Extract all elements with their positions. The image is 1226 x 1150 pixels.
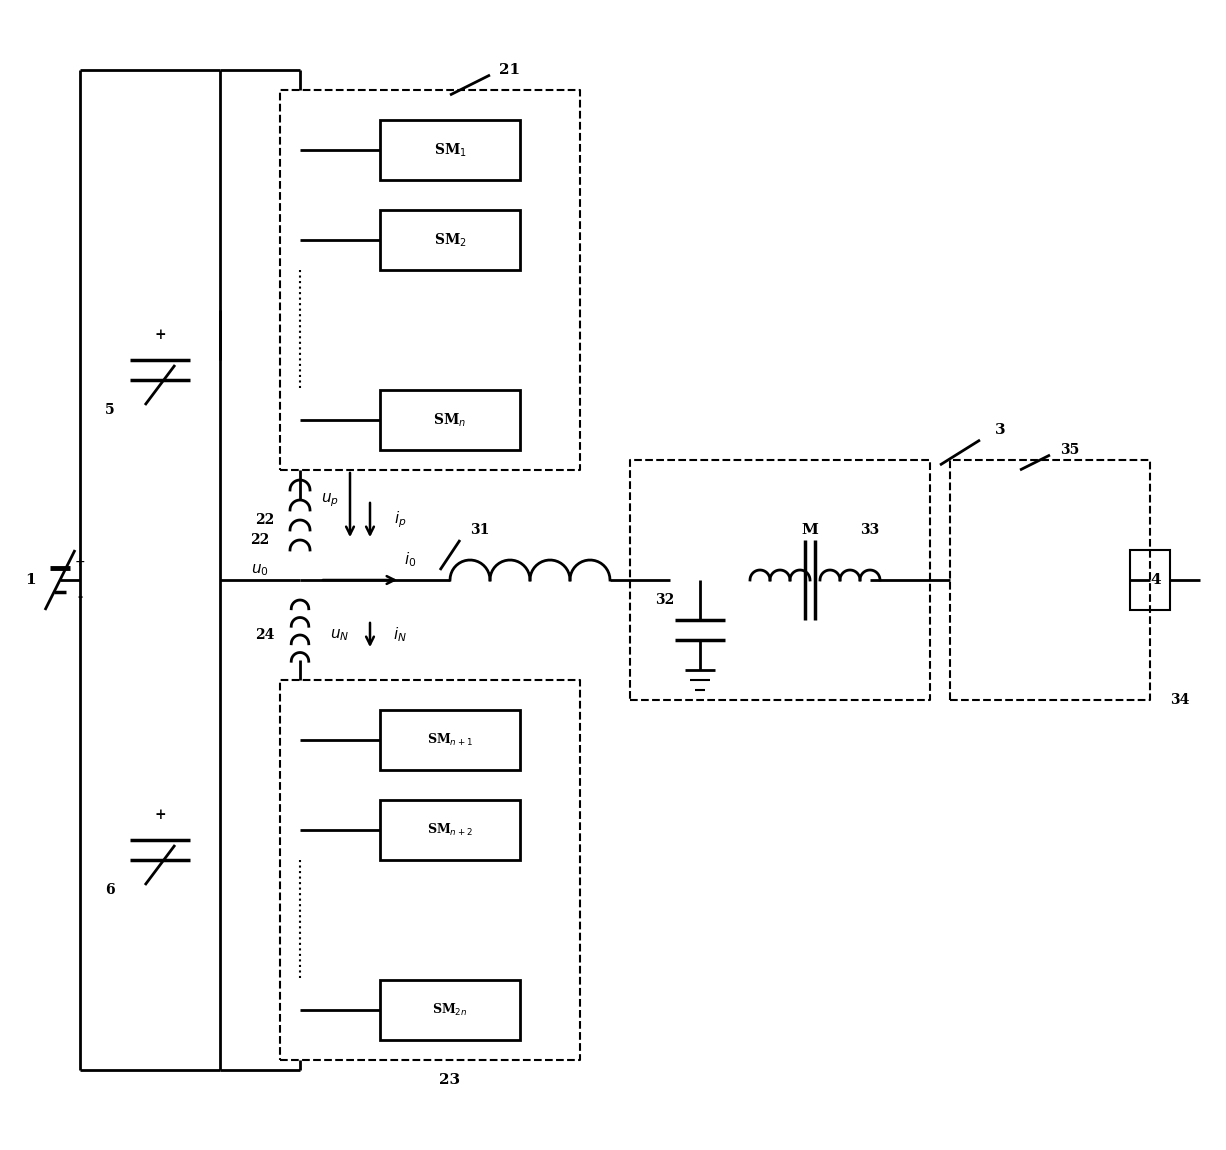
Text: 4: 4 [1150, 573, 1161, 586]
Text: 34: 34 [1171, 693, 1189, 707]
Text: -: - [77, 591, 82, 605]
Text: 31: 31 [471, 523, 489, 537]
Text: 22: 22 [250, 532, 270, 547]
FancyBboxPatch shape [380, 800, 520, 860]
FancyBboxPatch shape [380, 980, 520, 1040]
Text: 3: 3 [994, 423, 1005, 437]
Text: $i_N$: $i_N$ [394, 626, 407, 644]
Text: $u_N$: $u_N$ [330, 627, 349, 643]
Text: SM$_{n+1}$: SM$_{n+1}$ [427, 731, 473, 748]
Text: $u_0$: $u_0$ [251, 562, 268, 577]
FancyBboxPatch shape [380, 710, 520, 770]
Text: 32: 32 [656, 593, 674, 607]
Text: +: + [154, 808, 166, 822]
Text: SM$_1$: SM$_1$ [434, 141, 466, 159]
Text: +: + [75, 555, 86, 568]
Text: M: M [802, 523, 819, 537]
Text: 5: 5 [105, 402, 115, 417]
Text: SM$_n$: SM$_n$ [434, 412, 467, 429]
Text: SM$_2$: SM$_2$ [434, 231, 466, 248]
Text: 23: 23 [439, 1073, 461, 1087]
Text: 24: 24 [255, 628, 275, 642]
FancyBboxPatch shape [380, 120, 520, 181]
FancyBboxPatch shape [1130, 550, 1170, 610]
Text: 33: 33 [861, 523, 879, 537]
Text: 21: 21 [499, 63, 521, 77]
FancyBboxPatch shape [380, 390, 520, 450]
Text: 35: 35 [1060, 443, 1080, 457]
Text: 1: 1 [25, 573, 36, 586]
Text: SM$_{n+2}$: SM$_{n+2}$ [427, 822, 473, 838]
Text: $i_0$: $i_0$ [403, 551, 416, 569]
Text: 22: 22 [255, 513, 275, 527]
Text: SM$_{2n}$: SM$_{2n}$ [433, 1002, 468, 1018]
Text: $i_p$: $i_p$ [394, 509, 406, 530]
Text: 6: 6 [105, 883, 115, 897]
Text: $u_p$: $u_p$ [321, 491, 338, 508]
FancyBboxPatch shape [380, 210, 520, 270]
Text: +: + [154, 328, 166, 342]
